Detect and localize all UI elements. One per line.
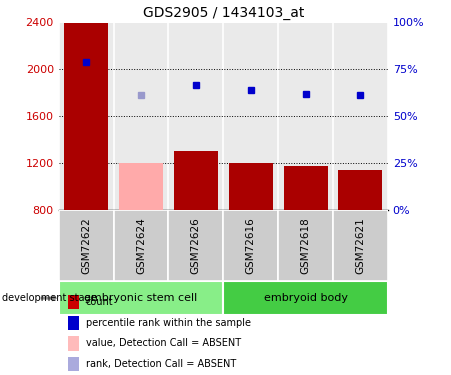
Bar (278, 22, 333, 210)
Text: embryoid body: embryoid body (263, 293, 348, 303)
Text: GSM72626: GSM72626 (191, 217, 201, 274)
Bar (278, 210, 333, 281)
Bar (64, 22, 108, 210)
Bar (168, 210, 223, 281)
Text: embryonic stem cell: embryonic stem cell (84, 293, 198, 303)
Bar (119, 163, 163, 210)
Text: rank, Detection Call = ABSENT: rank, Detection Call = ABSENT (86, 359, 236, 369)
Bar (168, 22, 223, 210)
Bar (59, 22, 114, 210)
Bar (333, 210, 388, 281)
Bar (114, 22, 168, 210)
Bar (223, 281, 388, 315)
Bar (223, 210, 278, 281)
Text: GSM72621: GSM72621 (355, 217, 365, 274)
Text: GSM72616: GSM72616 (246, 217, 256, 274)
Bar (59, 281, 223, 315)
Text: development stage: development stage (2, 293, 97, 303)
Text: GSM72622: GSM72622 (81, 217, 91, 274)
Bar (338, 170, 382, 210)
Bar (59, 210, 114, 281)
Text: count: count (86, 297, 113, 307)
Bar (223, 22, 278, 210)
Text: percentile rank within the sample: percentile rank within the sample (86, 318, 251, 328)
Bar (284, 166, 327, 210)
Text: value, Detection Call = ABSENT: value, Detection Call = ABSENT (86, 338, 241, 348)
Bar (114, 210, 168, 281)
Text: GSM72618: GSM72618 (300, 217, 311, 274)
Text: GSM72624: GSM72624 (136, 217, 146, 274)
Title: GDS2905 / 1434103_at: GDS2905 / 1434103_at (143, 6, 304, 20)
Bar (174, 152, 218, 210)
Bar (229, 163, 273, 210)
Bar (333, 22, 388, 210)
